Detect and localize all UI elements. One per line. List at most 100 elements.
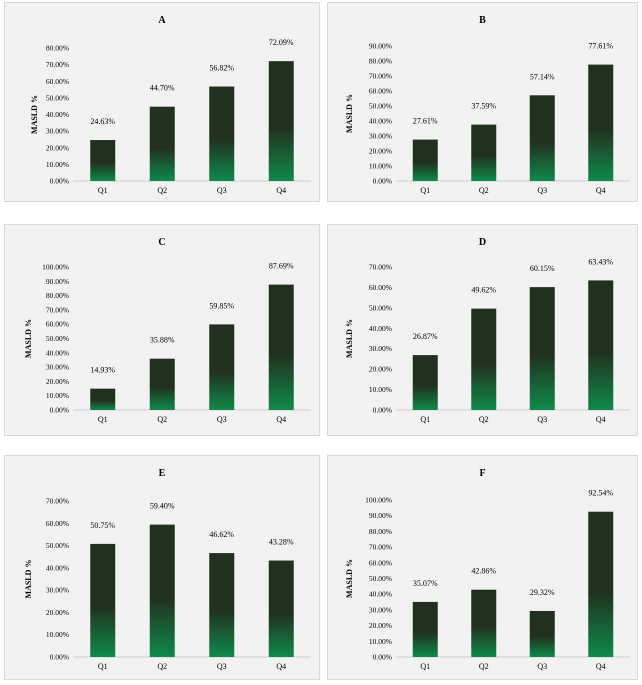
x-tick-label: Q2 xyxy=(157,662,167,671)
data-label: 42.86% xyxy=(471,567,496,576)
x-tick-label: Q1 xyxy=(98,186,108,195)
chart-panel-e: E MASLD % 0.00% 10.00% 20.00% 30.00% 40.00% 50.… xyxy=(4,455,320,680)
y-tick-label: 30.00% xyxy=(46,586,69,595)
x-tick-label: Q4 xyxy=(596,415,606,424)
y-tick-label: 70.00% xyxy=(46,497,69,506)
y-tick-label: 0.00% xyxy=(50,406,69,415)
y-axis-label: MASLD % xyxy=(30,95,39,134)
y-tick-label: 0.00% xyxy=(373,177,392,186)
bar-q3 xyxy=(529,287,555,410)
y-tick-label: 0.00% xyxy=(50,653,69,662)
x-tick-label: Q1 xyxy=(420,186,430,195)
bar-q2 xyxy=(471,124,497,181)
y-tick-label: 50.00% xyxy=(46,541,69,550)
y-tick-label: 30.00% xyxy=(46,363,69,372)
bar-chart-a: A MASLD % 0.00% 10.00% 20.00% 30.00% 40.00% 50.… xyxy=(30,15,311,195)
y-tick-label: 20.00% xyxy=(46,143,69,152)
y-tick-label: 40.00% xyxy=(369,117,392,126)
y-tick-label: 20.00% xyxy=(46,377,69,386)
y-tick-label: 80.00% xyxy=(46,291,69,300)
bar-q1 xyxy=(90,543,116,657)
data-label: 43.28% xyxy=(269,538,294,547)
y-tick-label: 90.00% xyxy=(369,511,392,520)
y-tick-label: 10.00% xyxy=(369,385,392,394)
bar-q2 xyxy=(471,308,497,410)
data-label: 87.69% xyxy=(269,262,294,271)
data-label: 29.32% xyxy=(530,588,555,597)
y-tick-label: 50.00% xyxy=(46,93,69,102)
y-tick-label: 70.00% xyxy=(369,543,392,552)
x-tick-label: Q3 xyxy=(217,186,227,195)
y-tick-label: 70.00% xyxy=(369,263,392,272)
y-tick-label: 30.00% xyxy=(369,344,392,353)
y-axis-label: MASLD % xyxy=(345,94,354,133)
y-tick-label: 0.00% xyxy=(373,653,392,662)
y-tick-label: 0.00% xyxy=(373,406,392,415)
y-tick-label: 30.00% xyxy=(369,132,392,141)
y-tick-label: 90.00% xyxy=(46,277,69,286)
x-tick-label: Q2 xyxy=(479,186,489,195)
bar-q2 xyxy=(149,106,175,181)
bar-q1 xyxy=(412,139,438,181)
bar-q2 xyxy=(149,524,175,657)
y-tick-label: 60.00% xyxy=(369,283,392,292)
data-label: 46.62% xyxy=(209,530,234,539)
data-label: 63.43% xyxy=(588,257,613,266)
x-tick-label: Q3 xyxy=(537,415,547,424)
y-tick-label: 0.00% xyxy=(50,177,69,186)
y-tick-label: 100.00% xyxy=(365,496,392,505)
bar-q1 xyxy=(90,140,116,181)
y-tick-label: 10.00% xyxy=(46,160,69,169)
x-tick-label: Q4 xyxy=(276,415,286,424)
bar-q4 xyxy=(268,61,294,181)
y-tick-label: 80.00% xyxy=(46,44,69,53)
y-axis-label: MASLD % xyxy=(24,319,33,358)
data-label: 37.59% xyxy=(471,102,496,111)
bar-q1 xyxy=(412,355,438,410)
y-tick-label: 70.00% xyxy=(46,305,69,314)
bar-q3 xyxy=(209,324,235,410)
x-tick-label: Q4 xyxy=(276,186,286,195)
data-label: 26.87% xyxy=(413,332,438,341)
data-label: 77.61% xyxy=(588,42,613,51)
y-tick-label: 60.00% xyxy=(369,558,392,567)
chart-panel-b: B MASLD % 0.00% 10.00% 20.00% 30.00% 40.00% 50.… xyxy=(327,2,638,202)
data-label: 60.15% xyxy=(530,264,555,273)
data-label: 59.85% xyxy=(209,301,234,310)
y-tick-label: 20.00% xyxy=(369,365,392,374)
x-tick-label: Q4 xyxy=(596,186,606,195)
x-tick-label: Q2 xyxy=(479,415,489,424)
y-tick-label: 40.00% xyxy=(369,590,392,599)
chart-title: F xyxy=(479,468,485,479)
chart-title: D xyxy=(479,237,486,248)
y-tick-label: 50.00% xyxy=(46,334,69,343)
x-tick-label: Q1 xyxy=(420,662,430,671)
y-tick-label: 10.00% xyxy=(369,637,392,646)
bar-q4 xyxy=(268,560,294,657)
chart-title: C xyxy=(158,237,165,248)
y-tick-label: 60.00% xyxy=(46,519,69,528)
y-tick-label: 60.00% xyxy=(46,320,69,329)
y-tick-label: 30.00% xyxy=(369,605,392,614)
x-tick-label: Q4 xyxy=(276,662,286,671)
bar-chart-d: D MASLD % 0.00% 10.00% 20.00% 30.00% 40.00% 50.… xyxy=(345,237,630,424)
bar-chart-b: B MASLD % 0.00% 10.00% 20.00% 30.00% 40.00% 50.… xyxy=(345,15,630,195)
bar-q4 xyxy=(268,284,294,410)
chart-panel-a: A MASLD % 0.00% 10.00% 20.00% 30.00% 40.00% 50.… xyxy=(4,2,320,202)
data-label: 56.82% xyxy=(209,64,234,73)
x-tick-label: Q1 xyxy=(420,415,430,424)
y-tick-label: 10.00% xyxy=(46,630,69,639)
y-axis-label: MASLD % xyxy=(24,560,33,599)
bar-q3 xyxy=(529,610,555,657)
y-tick-label: 60.00% xyxy=(46,77,69,86)
bar-q1 xyxy=(90,388,116,410)
x-tick-label: Q2 xyxy=(479,662,489,671)
y-tick-label: 70.00% xyxy=(46,60,69,69)
data-label: 92.54% xyxy=(588,489,613,498)
chart-title: B xyxy=(479,15,486,26)
y-tick-label: 90.00% xyxy=(369,42,392,51)
y-axis-label: MASLD % xyxy=(345,559,354,598)
y-tick-label: 10.00% xyxy=(46,391,69,400)
bar-q4 xyxy=(588,280,614,410)
y-tick-label: 60.00% xyxy=(369,87,392,96)
